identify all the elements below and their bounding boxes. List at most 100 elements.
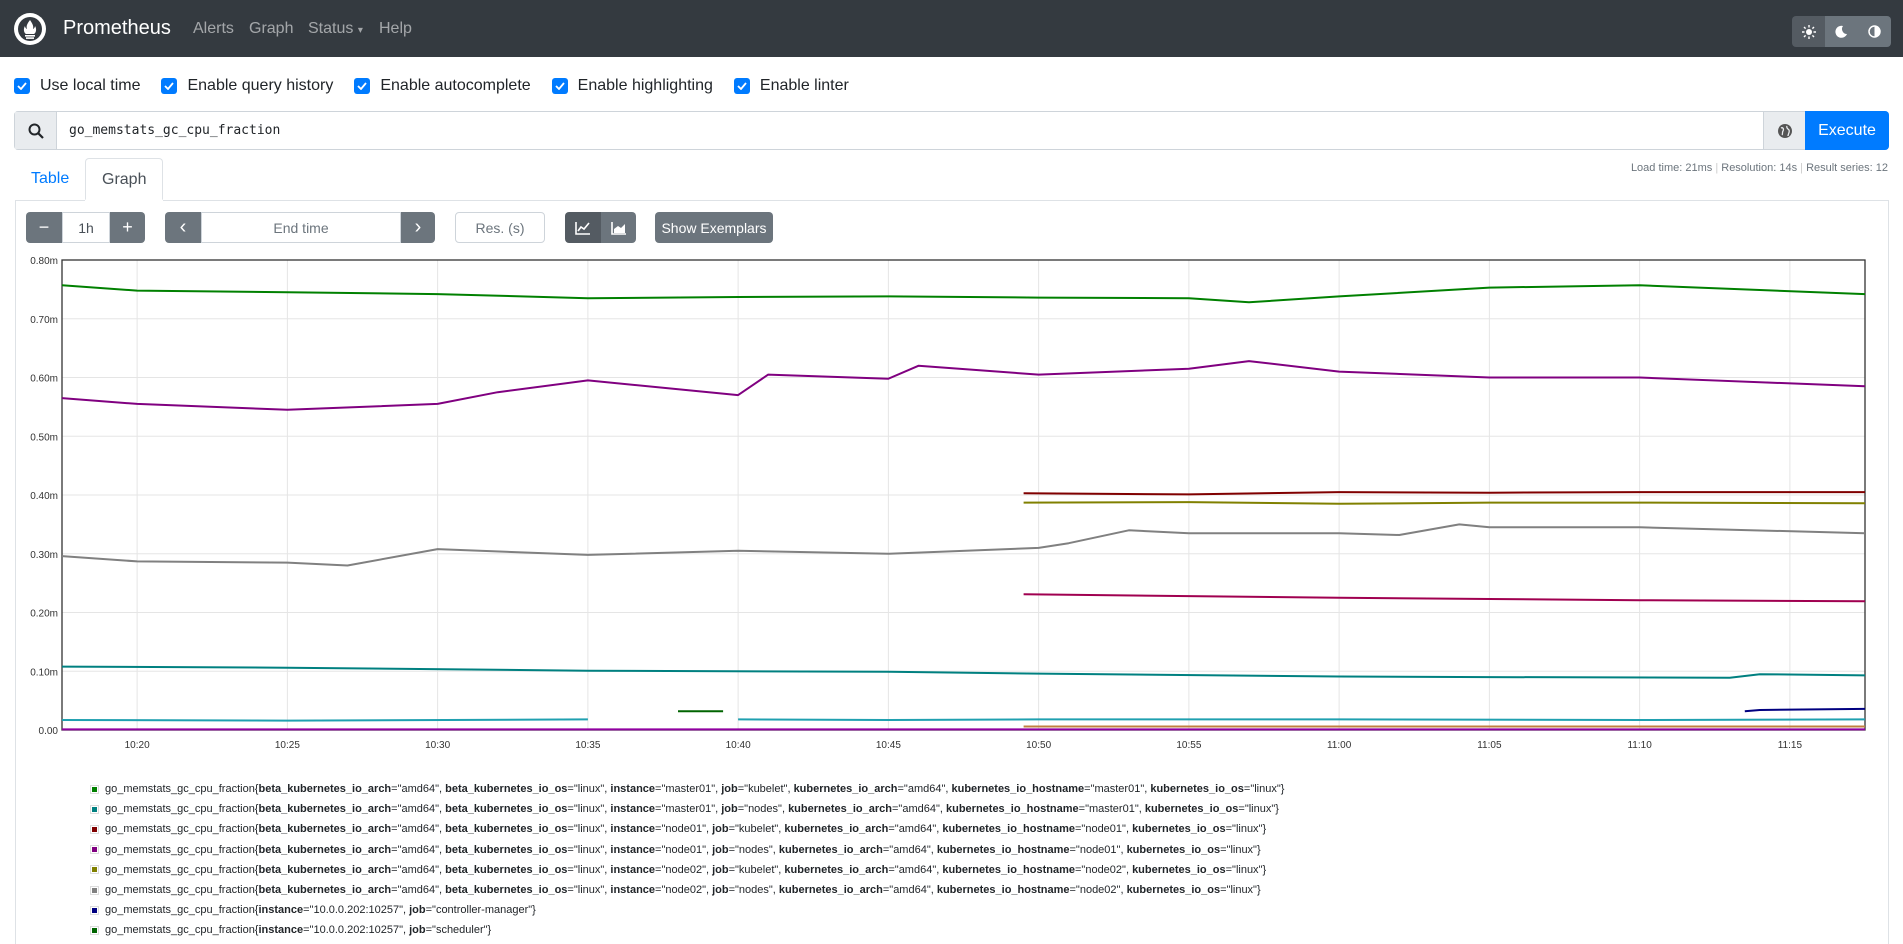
y-tick-label: 0.10m <box>30 667 58 678</box>
label-name: job <box>409 924 426 937</box>
series-line[interactable] <box>1744 707 1866 713</box>
x-tick-label: 10:40 <box>726 740 751 751</box>
tab-table[interactable]: Table <box>31 170 70 187</box>
legend-color-swatch <box>90 905 99 915</box>
moon-icon[interactable] <box>1825 16 1858 47</box>
prometheus-logo-icon[interactable] <box>14 13 46 45</box>
label-name: beta_kubernetes_io_os <box>445 823 568 836</box>
label-name: instance <box>610 843 656 856</box>
stacked-chart-icon[interactable] <box>601 212 636 243</box>
graph-legend: go_memstats_gc_cpu_fraction{beta_kuberne… <box>90 779 1284 941</box>
tab-graph[interactable]: Graph <box>85 158 164 200</box>
label-name: kubernetes_io_os <box>1132 823 1226 836</box>
option-enable-linter[interactable]: Enable linter <box>733 77 849 95</box>
label-name: kubernetes_io_arch <box>778 884 883 897</box>
label-name: kubernetes_io_arch <box>784 823 889 836</box>
y-tick-label: 0.80m <box>30 256 58 267</box>
option-label: Enable linter <box>759 77 849 94</box>
next-end-time-button[interactable]: › <box>401 212 435 243</box>
label-name: kubernetes_io_arch <box>788 803 892 816</box>
legend-item[interactable]: go_memstats_gc_cpu_fraction{beta_kuberne… <box>90 880 1284 900</box>
label-name: job <box>712 863 729 876</box>
checkbox-checked-icon[interactable] <box>354 78 371 94</box>
legend-item[interactable]: go_memstats_gc_cpu_fraction{beta_kuberne… <box>90 840 1284 860</box>
label-name: kubernetes_io_arch <box>778 843 883 856</box>
legend-series-label: go_memstats_gc_cpu_fraction{beta_kuberne… <box>105 803 1279 816</box>
x-tick-label: 10:20 <box>125 740 150 751</box>
label-name: kubernetes_io_hostname <box>945 803 1079 816</box>
label-name: kubernetes_io_arch <box>793 783 898 796</box>
option-enable-autocomplete[interactable]: Enable autocomplete <box>354 77 531 95</box>
label-name: instance <box>610 803 656 816</box>
legend-color-swatch <box>90 845 99 855</box>
legend-color-swatch <box>90 865 99 875</box>
legend-color-swatch <box>90 925 99 935</box>
legend-item[interactable]: go_memstats_gc_cpu_fraction{beta_kuberne… <box>90 799 1284 819</box>
graph-chart[interactable]: 0.80m 0.70m 0.60m 0.50m 0.40m 0.30m 0.20m 0.10m… <box>0 255 1903 765</box>
series-line[interactable] <box>61 360 1866 411</box>
brand-title[interactable]: Prometheus <box>63 17 171 39</box>
line-chart-icon[interactable] <box>565 212 601 243</box>
label-name: instance <box>610 783 656 796</box>
label-name: beta_kubernetes_io_os <box>445 884 568 897</box>
label-name: beta_kubernetes_io_os <box>445 863 568 876</box>
series-line[interactable] <box>61 718 588 722</box>
checkbox-checked-icon[interactable] <box>733 78 750 94</box>
legend-item[interactable]: go_memstats_gc_cpu_fraction{beta_kuberne… <box>90 779 1284 799</box>
nav-alerts[interactable]: Alerts <box>193 20 234 37</box>
legend-item[interactable]: go_memstats_gc_cpu_fraction{beta_kuberne… <box>90 819 1284 839</box>
increase-range-button[interactable]: + <box>110 212 145 243</box>
option-label: Enable query history <box>187 77 334 94</box>
option-enable-highlighting[interactable]: Enable highlighting <box>551 77 713 95</box>
legend-series-label: go_memstats_gc_cpu_fraction{instance="10… <box>105 924 492 937</box>
legend-item[interactable]: go_memstats_gc_cpu_fraction{instance="10… <box>90 900 1284 920</box>
option-enable-query-history[interactable]: Enable query history <box>161 77 333 95</box>
range-input[interactable]: 1h <box>62 212 110 243</box>
show-exemplars-button[interactable]: Show Exemplars <box>655 212 773 243</box>
series-line[interactable] <box>1023 593 1866 603</box>
label-name: kubernetes_io_hostname <box>951 783 1085 796</box>
x-tick-label: 10:25 <box>275 740 300 751</box>
end-time-input[interactable]: End time <box>201 212 401 243</box>
query-stats: Load time: 21ms | Resolution: 14s | Resu… <box>1630 162 1888 174</box>
series-line[interactable] <box>1023 491 1865 496</box>
resolution-input[interactable]: Res. (s) <box>455 212 545 243</box>
x-tick-label: 11:00 <box>1327 740 1352 751</box>
legend-color-swatch <box>90 804 99 814</box>
legend-color-swatch <box>90 784 99 794</box>
legend-item[interactable]: go_memstats_gc_cpu_fraction{instance="10… <box>90 920 1284 940</box>
query-options: Use local time Enable query history Enab… <box>14 76 870 96</box>
series-line[interactable] <box>61 284 1866 304</box>
label-name: kubernetes_io_hostname <box>942 863 1075 876</box>
decrease-range-button[interactable]: − <box>26 212 62 243</box>
nav-status[interactable]: Status ▾ <box>308 20 363 38</box>
sun-icon[interactable] <box>1792 16 1825 47</box>
checkbox-checked-icon[interactable] <box>161 78 178 94</box>
y-tick-label: 0.50m <box>30 432 58 443</box>
previous-end-time-button[interactable]: ‹ <box>165 212 201 243</box>
query-input[interactable]: go_memstats_gc_cpu_fraction <box>69 123 281 138</box>
series-line[interactable] <box>61 665 1866 679</box>
label-name: kubernetes_io_hostname <box>936 843 1070 856</box>
label-name: instance <box>258 924 304 937</box>
checkbox-checked-icon[interactable] <box>551 78 568 94</box>
series-line[interactable] <box>61 523 1866 567</box>
series-line[interactable] <box>738 718 1866 721</box>
adjust-icon[interactable] <box>1858 16 1891 47</box>
legend-item[interactable]: go_memstats_gc_cpu_fraction{beta_kuberne… <box>90 860 1284 880</box>
series-line[interactable] <box>1023 501 1866 505</box>
checkbox-checked-icon[interactable] <box>14 78 30 94</box>
y-tick-label: 0.20m <box>30 609 58 620</box>
label-name: job <box>721 783 738 796</box>
x-tick-label: 10:30 <box>425 740 450 751</box>
label-name: kubernetes_io_os <box>1132 863 1226 876</box>
execute-button[interactable]: Execute <box>1805 111 1889 150</box>
nav-graph[interactable]: Graph <box>249 20 294 37</box>
label-name: beta_kubernetes_io_os <box>445 803 568 816</box>
legend-series-label: go_memstats_gc_cpu_fraction{instance="10… <box>105 904 536 917</box>
metrics-explorer-globe-icon[interactable] <box>1763 112 1805 149</box>
navbar: Prometheus Alerts Graph Status ▾ Help <box>0 0 1903 57</box>
option-use-local-time[interactable]: Use local time <box>14 77 140 95</box>
query-bar: go_memstats_gc_cpu_fraction Execute <box>14 111 1889 150</box>
nav-help[interactable]: Help <box>379 20 412 37</box>
